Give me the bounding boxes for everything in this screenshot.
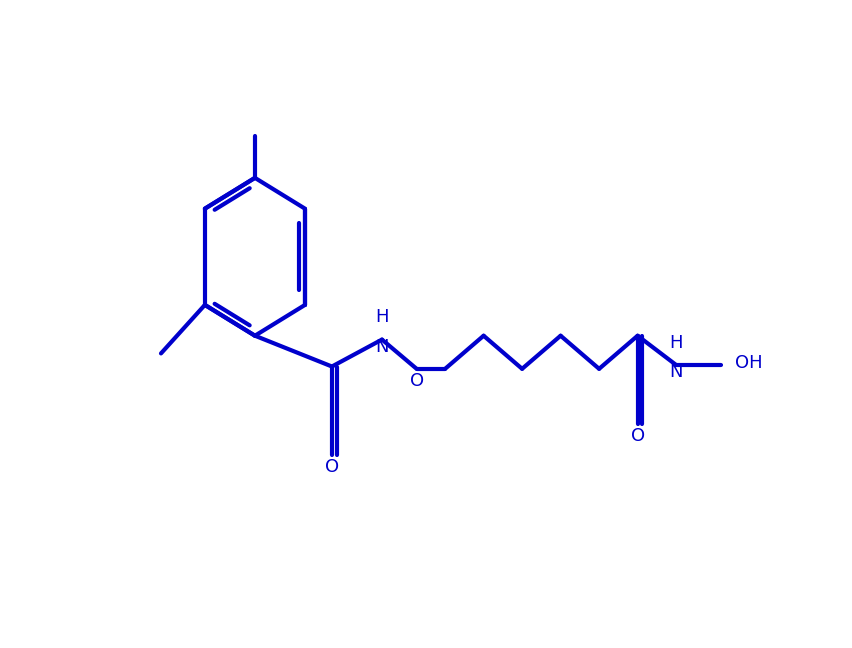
- Text: N: N: [375, 338, 389, 356]
- Text: H: H: [670, 334, 682, 352]
- Text: O: O: [410, 372, 423, 390]
- Text: H: H: [375, 308, 389, 327]
- Text: O: O: [630, 427, 645, 445]
- Text: O: O: [325, 458, 339, 476]
- Text: N: N: [670, 364, 682, 382]
- Text: OH: OH: [734, 354, 763, 373]
